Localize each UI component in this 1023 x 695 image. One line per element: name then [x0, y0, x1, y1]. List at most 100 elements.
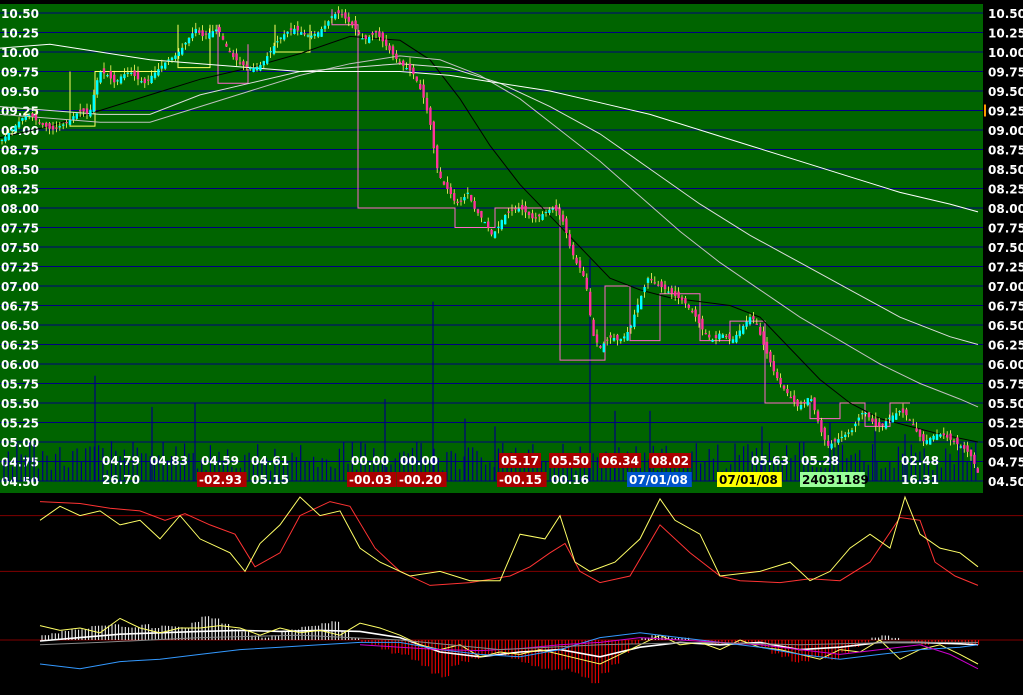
label-badge	[599, 453, 641, 468]
candle-body	[126, 72, 129, 74]
y-tick-label-left: 08.75	[1, 144, 39, 158]
y-tick-label-left: 06.50	[1, 319, 39, 333]
candle-body	[470, 195, 473, 201]
y-tick-label-left: 05.75	[1, 378, 39, 392]
candle-body	[68, 120, 72, 125]
range-box	[69, 71, 160, 127]
candle-body	[789, 397, 792, 399]
y-tick-label-left: 04.50	[1, 475, 39, 489]
candle-body	[28, 114, 31, 116]
indicator-value-label: -00.15	[499, 473, 542, 487]
y-tick-label-left: 07.50	[1, 241, 39, 255]
candle-body	[225, 43, 228, 47]
candle-body	[283, 34, 286, 40]
candle-body	[221, 36, 225, 40]
candle-body	[616, 334, 619, 341]
candles	[0, 6, 979, 473]
candle-body	[130, 72, 133, 74]
candle-body	[157, 69, 160, 76]
price-panel	[0, 4, 983, 493]
y-tick-label-right: 09.00	[988, 124, 1023, 138]
candle-body	[75, 113, 78, 119]
candle-body	[34, 114, 38, 121]
indicator-value-label: 05.17	[501, 454, 539, 468]
candle-body	[21, 118, 24, 121]
candle-body	[306, 35, 310, 37]
candle-body	[289, 28, 293, 31]
indicator-value-label: 05.15	[251, 473, 289, 487]
candle-body	[459, 200, 463, 202]
y-tick-label-right: 07.00	[988, 280, 1023, 294]
candle-body	[249, 67, 252, 70]
candle-body	[782, 385, 786, 389]
y-tick-label-left: 09.00	[1, 124, 39, 138]
y-tick-label-right: 04.50	[988, 475, 1023, 489]
range-box	[331, 9, 910, 427]
candle-body	[939, 434, 942, 437]
y-tick-label-left: 10.25	[1, 27, 39, 41]
y-tick-label-right: 05.75	[988, 378, 1023, 392]
candle-body	[966, 445, 969, 452]
candle-body	[973, 454, 976, 464]
y-tick-label-right: 09.50	[988, 85, 1023, 99]
indicator-value-label: 04.61	[251, 454, 289, 468]
candle-body	[527, 211, 531, 216]
y-tick-label-right: 07.50	[988, 241, 1023, 255]
indicator-value-label: 02.48	[901, 454, 939, 468]
candle-body	[402, 60, 405, 66]
indicator-value-label: -02.93	[199, 473, 242, 487]
candle-body	[572, 244, 575, 256]
y-tick-label-left: 06.25	[1, 339, 39, 353]
candle-body	[232, 53, 235, 58]
y-tick-label-left: 10.50	[1, 7, 39, 21]
candle-body	[854, 423, 857, 427]
candle-body	[674, 291, 677, 296]
candle-body	[463, 197, 466, 201]
candle-body	[555, 205, 558, 211]
oscillator-line	[39, 495, 979, 582]
candle-body	[41, 123, 44, 125]
candle-body	[378, 31, 381, 37]
oscillator-line	[39, 501, 979, 586]
candle-body	[521, 205, 524, 210]
y-tick-label-left: 07.25	[1, 261, 39, 275]
candle-body	[813, 397, 816, 411]
candle-body	[650, 278, 653, 281]
candle-body	[79, 109, 82, 112]
candle-body	[351, 21, 354, 25]
candle-body	[82, 108, 85, 112]
candle-body	[432, 121, 435, 149]
candle-body	[453, 193, 456, 201]
candle-body	[313, 34, 316, 36]
candle-body	[198, 30, 201, 33]
candle-body	[731, 339, 735, 343]
candle-body	[133, 70, 136, 76]
indicator-value-label: 05.63	[751, 454, 789, 468]
candle-body	[657, 284, 660, 286]
candle-body	[976, 468, 979, 473]
candle-body	[388, 45, 391, 51]
candle-body	[99, 71, 102, 83]
candle-body	[660, 281, 663, 288]
candle-body	[544, 211, 548, 214]
candle-body	[11, 129, 14, 131]
candle-body	[714, 335, 718, 338]
candle-body	[640, 295, 643, 310]
candle-body	[568, 234, 571, 247]
candle-body	[340, 14, 344, 16]
label-badge	[397, 472, 447, 487]
candle-body	[405, 68, 408, 70]
y-tick-label-right: 10.25	[988, 27, 1023, 41]
candle-body	[816, 411, 820, 422]
label-badge	[627, 472, 692, 487]
candle-body	[473, 201, 476, 209]
label-badge	[197, 472, 247, 487]
candle-body	[935, 434, 939, 440]
candle-body	[844, 434, 847, 437]
candle-body	[143, 78, 146, 84]
candle-body	[371, 33, 374, 35]
candle-body	[711, 339, 714, 342]
indicator-value-label: 26.70	[102, 473, 140, 487]
candle-body	[429, 107, 432, 125]
